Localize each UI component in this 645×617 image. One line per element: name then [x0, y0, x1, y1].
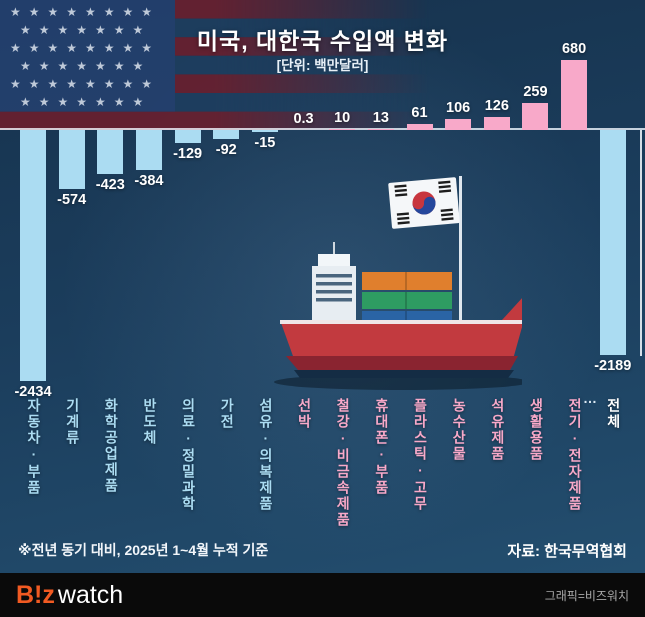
- bar-6: [213, 130, 240, 140]
- svg-text:★★★★★★★★: ★★★★★★★★: [10, 41, 160, 55]
- category-label-4: 반도체: [141, 398, 158, 446]
- svg-text:★★★★★★★★: ★★★★★★★★: [10, 5, 160, 19]
- category-label-1: 자동차·부품: [26, 398, 42, 496]
- category-label-16: 전체: [605, 398, 622, 430]
- bar-1: [20, 130, 46, 381]
- category-label-12: 농수산물: [451, 398, 468, 462]
- value-label-6: -92: [215, 142, 237, 159]
- bizwatch-logo: B!z watch: [16, 581, 123, 610]
- ship-shadow: [274, 374, 522, 390]
- bar-16: [599, 130, 626, 356]
- bar-7: [251, 130, 278, 132]
- bar-9: [329, 128, 356, 130]
- logo-watch: watch: [57, 580, 124, 609]
- ellipsis-separator: …: [583, 390, 597, 406]
- bar-10: [367, 128, 394, 130]
- svg-text:★★★★★★★: ★★★★★★★: [20, 95, 151, 109]
- category-label-3: 화학공업제품: [103, 398, 120, 494]
- value-label-16: -2189: [594, 358, 632, 375]
- graphic-credit: 그래픽=비즈워치: [544, 588, 629, 603]
- category-label-13: 석유제품: [489, 398, 506, 462]
- bar-11: [406, 123, 433, 130]
- value-label-14: 259: [523, 84, 548, 101]
- bar-14: [522, 103, 549, 130]
- us-flag-decoration: ★★★★★★★★ ★★★★★★★ ★★★★★★★★ ★★★★★★★ ★★★★★★…: [0, 0, 430, 130]
- page-title: 미국, 대한국 수입액 변화: [196, 28, 449, 54]
- svg-text:★★★★★★★: ★★★★★★★: [20, 23, 151, 37]
- category-label-11: 플라스틱·고무: [412, 398, 429, 512]
- unit-label: [단위: 백만달러]: [276, 58, 369, 73]
- category-label-14: 생활용품: [528, 398, 545, 462]
- bar-5: [174, 130, 201, 144]
- value-label-1: -2434: [14, 383, 52, 400]
- footer-bar: B!z watch 그래픽=비즈워치: [0, 573, 645, 617]
- bar-4: [135, 130, 162, 170]
- category-label-2: 기계류: [64, 398, 81, 446]
- category-label-7: 섬유·의복제품: [257, 398, 274, 512]
- value-label-12: 106: [446, 100, 471, 117]
- category-label-9: 철강·비금속제품: [335, 398, 352, 528]
- ship-hull: [280, 298, 522, 378]
- value-label-15: 680: [561, 41, 587, 57]
- svg-text:★★★★★★★: ★★★★★★★: [20, 59, 151, 73]
- cargo-ship-illustration: [274, 176, 522, 390]
- zero-axis-line: [0, 128, 645, 130]
- value-label-10: 13: [372, 109, 389, 126]
- category-label-10: 휴대폰·부품: [373, 398, 390, 496]
- source-credit: 자료: 한국무역협회: [507, 543, 627, 560]
- value-label-9: 10: [334, 109, 351, 126]
- korea-flag-icon: [388, 176, 462, 324]
- value-label-11: 61: [411, 104, 428, 121]
- value-label-8: 0.3: [293, 110, 314, 127]
- bar-13: [483, 117, 510, 130]
- value-label-5: -129: [173, 146, 203, 163]
- category-label-6: 가전: [219, 398, 236, 430]
- value-label-3: -423: [95, 176, 125, 193]
- right-edge-line: [640, 130, 642, 356]
- bar-12: [445, 119, 472, 130]
- bar-2: [58, 130, 85, 190]
- category-label-15: 전기·전자제품: [567, 398, 584, 512]
- category-label-5: 의료·정밀과학: [180, 398, 197, 512]
- footnote: ※전년 동기 대비, 2025년 1~4월 누적 기준: [18, 542, 269, 558]
- containers: [362, 272, 452, 327]
- bar-15: [561, 60, 588, 130]
- ship-bridge: [312, 242, 356, 328]
- svg-text:★★★★★★★★: ★★★★★★★★: [10, 77, 160, 91]
- bar-3: [97, 130, 124, 174]
- value-label-2: -574: [57, 192, 87, 209]
- value-label-13: 126: [484, 98, 509, 115]
- value-label-7: -15: [254, 134, 276, 151]
- category-label-8: 선박: [296, 398, 313, 430]
- logo-biz: B!z: [16, 580, 55, 609]
- value-label-4: -384: [134, 172, 164, 189]
